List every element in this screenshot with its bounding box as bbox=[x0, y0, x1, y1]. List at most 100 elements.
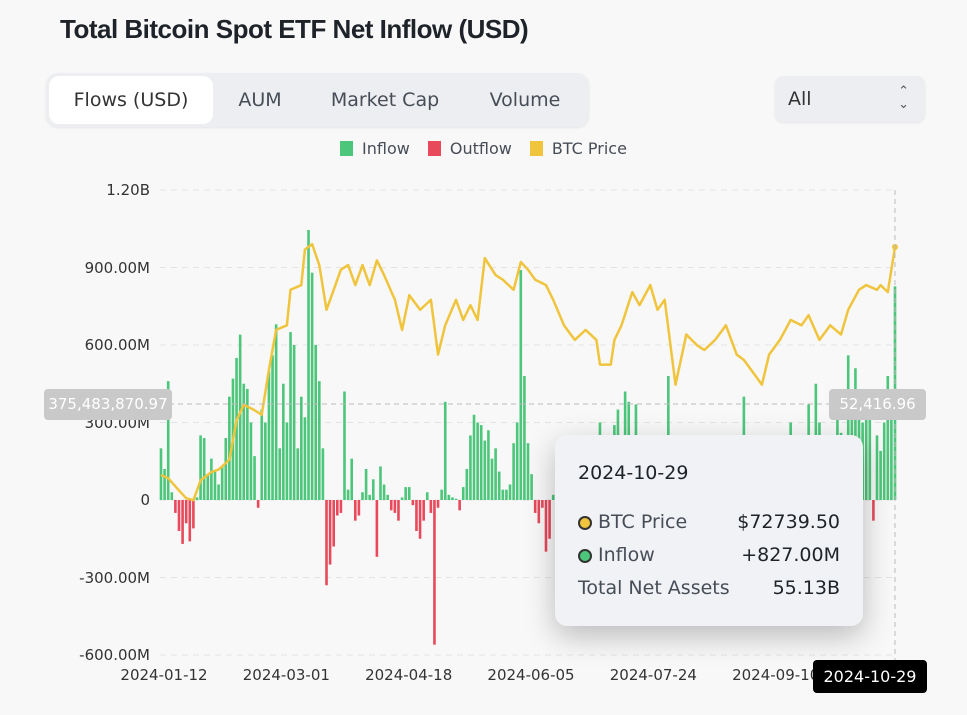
inflow-bar[interactable] bbox=[346, 489, 350, 500]
inflow-bar[interactable] bbox=[246, 388, 249, 500]
outflow-bar[interactable] bbox=[548, 500, 551, 539]
inflow-bar[interactable] bbox=[469, 435, 472, 500]
outflow-bar[interactable] bbox=[429, 500, 433, 513]
outflow-bar[interactable] bbox=[353, 500, 357, 521]
inflow-bar[interactable] bbox=[296, 448, 300, 500]
inflow-bar[interactable] bbox=[361, 492, 364, 500]
inflow-bar[interactable] bbox=[551, 494, 555, 500]
outflow-bar[interactable] bbox=[177, 500, 181, 531]
inflow-bar[interactable] bbox=[228, 396, 231, 500]
inflow-bar[interactable] bbox=[159, 448, 163, 500]
inflow-bar[interactable] bbox=[260, 409, 264, 500]
range-select[interactable]: All ⌃ ⌄ bbox=[775, 76, 925, 122]
outflow-bar[interactable] bbox=[339, 500, 343, 513]
inflow-bar[interactable] bbox=[494, 448, 497, 500]
outflow-bar[interactable] bbox=[415, 500, 418, 531]
outflow-bar[interactable] bbox=[375, 500, 379, 557]
outflow-bar[interactable] bbox=[192, 500, 195, 529]
inflow-bar[interactable] bbox=[249, 422, 253, 501]
inflow-bar[interactable] bbox=[519, 270, 523, 500]
inflow-bar[interactable] bbox=[213, 471, 217, 500]
inflow-bar[interactable] bbox=[868, 409, 872, 500]
outflow-bar[interactable] bbox=[544, 500, 548, 552]
inflow-bar[interactable] bbox=[202, 438, 206, 500]
inflow-bar[interactable] bbox=[465, 469, 469, 500]
outflow-bar[interactable] bbox=[256, 500, 260, 508]
outflow-bar[interactable] bbox=[533, 500, 537, 513]
legend-btc-price[interactable]: BTC Price bbox=[529, 139, 627, 158]
inflow-bar[interactable] bbox=[300, 396, 303, 500]
inflow-bar[interactable] bbox=[217, 484, 220, 501]
inflow-bar[interactable] bbox=[451, 497, 454, 500]
inflow-bar[interactable] bbox=[382, 484, 386, 501]
outflow-bar[interactable] bbox=[188, 500, 192, 542]
outflow-bar[interactable] bbox=[422, 500, 425, 521]
inflow-bar[interactable] bbox=[512, 443, 515, 500]
outflow-bar[interactable] bbox=[181, 500, 184, 544]
inflow-bar[interactable] bbox=[386, 494, 389, 500]
inflow-bar[interactable] bbox=[882, 422, 886, 501]
inflow-bar[interactable] bbox=[404, 487, 407, 500]
inflow-bar[interactable] bbox=[879, 450, 882, 500]
legend-inflow[interactable]: Inflow bbox=[340, 139, 410, 158]
inflow-bar[interactable] bbox=[425, 492, 429, 500]
outflow-bar[interactable] bbox=[411, 500, 415, 506]
inflow-bar[interactable] bbox=[890, 391, 893, 501]
inflow-bar[interactable] bbox=[508, 484, 512, 501]
inflow-bar[interactable] bbox=[479, 425, 483, 500]
outflow-bar[interactable] bbox=[436, 500, 440, 508]
inflow-bar[interactable] bbox=[379, 466, 382, 500]
inflow-bar[interactable] bbox=[210, 458, 213, 500]
inflow-bar[interactable] bbox=[253, 456, 256, 500]
inflow-bar[interactable] bbox=[195, 497, 199, 500]
outflow-bar[interactable] bbox=[336, 500, 339, 516]
inflow-bar[interactable] bbox=[505, 489, 508, 500]
outflow-bar[interactable] bbox=[357, 500, 361, 516]
inflow-bar[interactable] bbox=[476, 422, 479, 501]
inflow-bar[interactable] bbox=[292, 345, 296, 500]
inflow-bar[interactable] bbox=[461, 487, 465, 500]
inflow-bar[interactable] bbox=[487, 430, 490, 500]
inflow-bar[interactable] bbox=[282, 383, 285, 500]
inflow-bar[interactable] bbox=[220, 466, 224, 500]
inflow-bar[interactable] bbox=[163, 469, 166, 500]
tab-aum[interactable]: AUM bbox=[238, 89, 282, 111]
inflow-bar[interactable] bbox=[310, 272, 314, 500]
outflow-bar[interactable] bbox=[184, 500, 188, 524]
inflow-bar[interactable] bbox=[166, 381, 170, 500]
inflow-bar[interactable] bbox=[170, 492, 174, 500]
inflow-bar[interactable] bbox=[447, 494, 451, 500]
inflow-bar[interactable] bbox=[864, 401, 868, 500]
inflow-bar[interactable] bbox=[303, 417, 307, 500]
inflow-bar[interactable] bbox=[307, 230, 310, 500]
inflow-bar[interactable] bbox=[224, 438, 228, 500]
inflow-bar[interactable] bbox=[199, 435, 202, 500]
inflow-bar[interactable] bbox=[238, 334, 242, 500]
inflow-bar[interactable] bbox=[318, 381, 321, 500]
inflow-bar[interactable] bbox=[271, 355, 274, 500]
outflow-bar[interactable] bbox=[541, 500, 544, 508]
inflow-bar[interactable] bbox=[206, 474, 210, 500]
outflow-bar[interactable] bbox=[389, 500, 393, 511]
outflow-bar[interactable] bbox=[433, 500, 436, 645]
inflow-bar[interactable] bbox=[314, 345, 318, 500]
inflow-bar[interactable] bbox=[242, 383, 246, 500]
outflow-bar[interactable] bbox=[174, 500, 177, 513]
inflow-bar[interactable] bbox=[364, 469, 368, 500]
outflow-bar[interactable] bbox=[332, 500, 336, 547]
inflow-bar[interactable] bbox=[343, 391, 346, 501]
inflow-bar[interactable] bbox=[515, 422, 519, 501]
inflow-bar[interactable] bbox=[407, 487, 411, 500]
inflow-bar[interactable] bbox=[321, 448, 325, 500]
inflow-bar[interactable] bbox=[368, 494, 371, 500]
outflow-bar[interactable] bbox=[397, 500, 400, 521]
inflow-bar[interactable] bbox=[530, 474, 533, 500]
inflow-bar[interactable] bbox=[483, 440, 487, 500]
inflow-bar[interactable] bbox=[350, 458, 353, 500]
inflow-bar[interactable] bbox=[497, 471, 501, 500]
inflow-bar[interactable] bbox=[440, 489, 443, 500]
inflow-bar[interactable] bbox=[371, 479, 375, 500]
legend-outflow[interactable]: Outflow bbox=[427, 139, 512, 158]
inflow-bar[interactable] bbox=[443, 401, 447, 500]
inflow-bar[interactable] bbox=[400, 497, 404, 500]
